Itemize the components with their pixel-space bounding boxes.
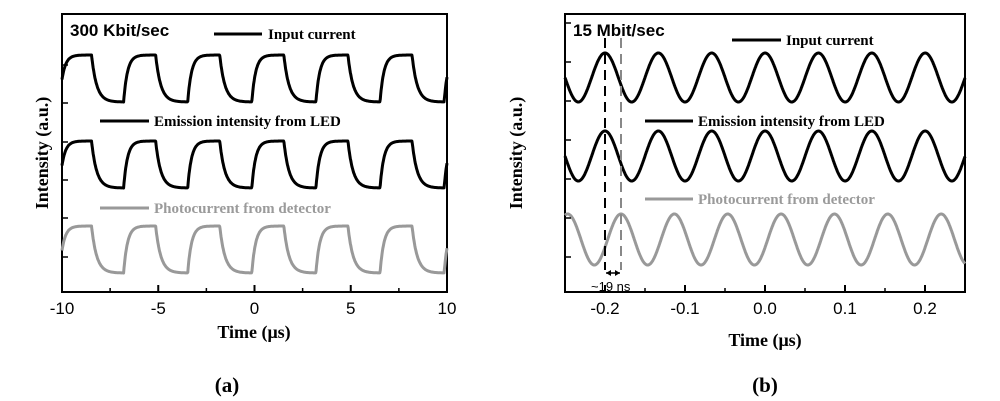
panel-b: -0.2 -0.1 0.0 0.1 0.2 ~19 ns 15 Mbit/sec Inp…: [506, 13, 967, 397]
x-tick-label-b-2: -0.1: [670, 299, 699, 318]
x-tick-label-b-4: 0.1: [833, 299, 857, 318]
panel-a-ticks: -10 -5 0 5 10: [50, 64, 457, 318]
legend-label-b-led: Emission intensity from LED: [698, 114, 885, 130]
x-tick-label-a-5: 10: [438, 299, 457, 318]
delay-arrowhead-left: [606, 270, 611, 276]
x-tick-label-b-3: 0.0: [753, 299, 777, 318]
panel-label-a: (a): [215, 373, 240, 397]
panel-a-waveforms: [60, 53, 449, 275]
y-axis-title-b: Intensity (a.u.): [506, 97, 527, 210]
panel-b-ticks: -0.2 -0.1 0.0 0.1 0.2: [565, 22, 937, 318]
legend-label-b-input: Input current: [786, 33, 874, 49]
legend-label-a-led: Emission intensity from LED: [154, 114, 341, 130]
x-tick-label-a-3: 0: [250, 299, 259, 318]
rate-label-b: 15 Mbit/sec: [573, 21, 665, 40]
legend-label-b-pd: Photocurrent from detector: [698, 192, 875, 208]
x-tick-label-a-4: 5: [346, 299, 355, 318]
delay-annotation: ~19 ns: [591, 279, 631, 294]
x-tick-label-b-5: 0.2: [913, 299, 937, 318]
series-line-a-1: [60, 53, 449, 104]
x-tick-label-b-1: -0.2: [590, 299, 619, 318]
delay-arrowhead-right: [615, 270, 620, 276]
x-tick-label-a-2: -5: [151, 299, 166, 318]
y-axis-title-a: Intensity (a.u.): [32, 97, 53, 210]
x-axis-title-a: Time (μs): [217, 322, 290, 343]
series-line-b-1: [563, 51, 967, 104]
legend-label-a-pd: Photocurrent from detector: [154, 201, 331, 217]
series-line-a-3: [60, 224, 449, 275]
rate-label-a: 300 Kbit/sec: [70, 21, 169, 40]
x-tick-label-a-1: -10: [50, 299, 75, 318]
panel-b-waveforms: [563, 51, 967, 267]
series-line-b-2: [563, 129, 967, 183]
panel-label-b: (b): [752, 373, 778, 397]
panel-a: -10 -5 0 5 10 300 Kbit/sec Input current Emi…: [32, 13, 457, 397]
x-axis-title-b: Time (μs): [728, 330, 801, 351]
series-line-b-3: [563, 212, 967, 267]
series-line-a-2: [60, 139, 449, 190]
legend-label-a-input: Input current: [268, 27, 356, 43]
